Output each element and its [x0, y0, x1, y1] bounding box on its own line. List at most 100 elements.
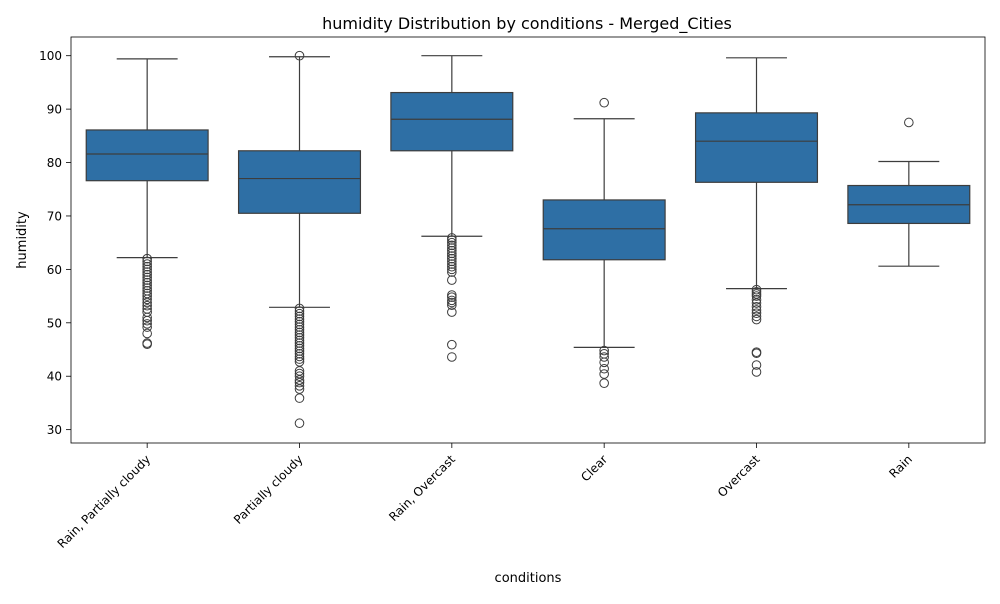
outlier-point	[751, 287, 762, 297]
box-1	[237, 50, 362, 429]
outlier-point	[447, 237, 457, 248]
outlier-point	[904, 117, 914, 128]
iqr-box	[85, 129, 209, 182]
outlier-point	[599, 363, 609, 374]
outlier-point	[294, 343, 305, 354]
outlier-point	[294, 340, 305, 351]
outlier-point	[142, 294, 152, 305]
y-tick-label: 100	[39, 49, 62, 63]
outlier-point	[294, 335, 305, 346]
outlier-point	[751, 308, 762, 318]
y-tick-label: 60	[47, 263, 62, 277]
outlier-point	[599, 378, 609, 388]
outlier-point	[447, 248, 457, 259]
outlier-point	[751, 305, 762, 315]
outlier-point	[447, 243, 457, 253]
outlier-point	[294, 354, 305, 364]
outlier-point	[294, 322, 305, 332]
box-3	[542, 97, 666, 388]
outlier-point	[294, 338, 305, 348]
outlier-point	[751, 348, 762, 359]
outlier-point	[142, 259, 152, 269]
outlier-point	[294, 330, 305, 340]
outlier-point	[294, 381, 305, 391]
y-tick-label: 50	[47, 316, 62, 330]
outlier-point	[294, 308, 305, 319]
outlier-point	[447, 290, 457, 300]
box-4	[694, 57, 819, 377]
outlier-point	[142, 269, 152, 280]
outlier-point	[142, 261, 152, 272]
outlier-point	[142, 312, 152, 323]
outlier-point	[142, 264, 152, 275]
outlier-point	[599, 345, 609, 356]
outlier-point	[294, 319, 305, 330]
outlier-point	[142, 253, 152, 264]
outlier-point	[294, 377, 305, 388]
y-axis: 30 40 50 60 70 80 90 100	[39, 49, 71, 437]
outlier-point	[447, 245, 457, 256]
outlier-point	[751, 360, 762, 370]
outlier-point	[751, 301, 762, 312]
outlier-point	[751, 311, 762, 322]
outlier-point	[599, 97, 609, 108]
outlier-point	[447, 307, 457, 317]
outlier-point	[294, 332, 305, 343]
outlier-point	[751, 291, 762, 301]
outlier-point	[447, 256, 457, 267]
outlier-point	[447, 300, 457, 310]
outlier-point	[142, 300, 152, 311]
outlier-point	[142, 322, 152, 332]
outlier-point	[294, 316, 305, 327]
outlier-point	[142, 319, 152, 329]
outlier-point	[294, 50, 305, 61]
outlier-point	[751, 298, 762, 308]
outlier-point	[447, 235, 457, 245]
chart-title: humidity Distribution by conditions - Me…	[322, 14, 732, 34]
outlier-point	[294, 306, 305, 316]
outlier-point	[447, 233, 457, 243]
outlier-point	[142, 283, 152, 293]
outlier-point	[294, 418, 305, 429]
y-tick-label: 40	[47, 370, 62, 384]
outlier-point	[447, 240, 457, 251]
y-tick-label: 70	[47, 209, 62, 223]
outlier-point	[294, 303, 305, 314]
outlier-point	[447, 261, 457, 272]
outlier-point	[294, 324, 305, 335]
plot-frame	[70, 36, 986, 444]
outlier-point	[294, 393, 305, 403]
iqr-box	[237, 150, 362, 214]
outlier-point	[751, 295, 762, 305]
outlier-point	[599, 352, 609, 362]
outlier-point	[447, 275, 457, 285]
y-tick-label: 30	[47, 423, 62, 437]
outlier-point	[142, 275, 152, 285]
box-0	[85, 58, 209, 349]
outlier-point	[294, 348, 305, 359]
outlier-point	[447, 259, 457, 269]
outlier-point	[751, 367, 762, 377]
outlier-point	[294, 311, 305, 322]
box-5	[847, 117, 971, 267]
outlier-point	[294, 371, 305, 382]
outlier-point	[142, 297, 152, 308]
x-axis-label: conditions	[495, 571, 562, 586]
outlier-point	[294, 314, 305, 324]
outlier-point	[447, 251, 457, 261]
outlier-point	[751, 314, 762, 325]
outlier-point	[447, 292, 457, 302]
iqr-box	[694, 112, 819, 183]
outlier-point	[294, 346, 305, 356]
outlier-point	[447, 264, 457, 275]
y-axis-label: humidity	[15, 211, 30, 269]
outlier-point	[142, 267, 152, 277]
outlier-point	[447, 267, 457, 277]
outlier-point	[447, 339, 457, 350]
outlier-point	[447, 295, 457, 306]
outlier-point	[142, 256, 152, 267]
box-group	[85, 50, 971, 429]
outlier-point	[142, 328, 152, 339]
